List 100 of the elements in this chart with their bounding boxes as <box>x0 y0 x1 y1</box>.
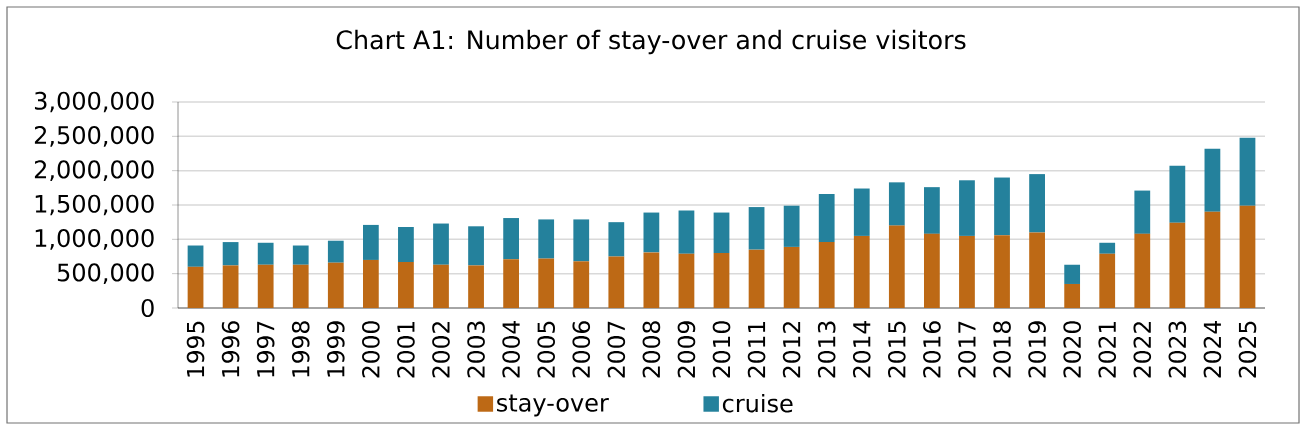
bar <box>713 212 730 254</box>
bar <box>362 259 379 308</box>
bar <box>713 253 730 308</box>
y-tick-label: 3,000,000 <box>34 91 154 113</box>
bar <box>959 235 975 308</box>
bar <box>398 226 414 262</box>
bar <box>433 223 449 265</box>
bar <box>924 233 940 308</box>
bar <box>292 264 309 308</box>
bar <box>503 259 520 308</box>
bar <box>924 187 940 234</box>
x-tick-label: 1996 <box>221 321 240 377</box>
bar <box>994 177 1010 236</box>
bar <box>1099 242 1116 254</box>
bar <box>327 240 344 263</box>
bar <box>678 253 695 308</box>
bar <box>327 262 344 308</box>
x-tick-label: 2008 <box>642 321 661 378</box>
bar <box>222 265 239 308</box>
bar <box>257 242 274 265</box>
x-tick-label: 2021 <box>1098 321 1117 378</box>
y-tick-label: 2,500,000 <box>34 126 154 147</box>
bar <box>222 242 239 266</box>
x-tick-label: 2019 <box>1028 321 1046 378</box>
bar <box>187 266 204 308</box>
bar <box>1064 283 1081 308</box>
x-tick-label: 2010 <box>712 321 731 378</box>
x-tick-label: 2011 <box>747 321 766 378</box>
bar <box>959 180 975 236</box>
y-tick-label: 1,500,000 <box>35 194 154 216</box>
bar <box>1134 233 1151 308</box>
chart-title: Chart A1: Number of stay-over and cruise visitors <box>336 29 966 55</box>
bar <box>292 245 309 265</box>
legend-label: cruise <box>722 393 793 413</box>
bar <box>1204 211 1221 308</box>
bar <box>748 249 765 308</box>
x-tick-label: 1998 <box>291 321 310 377</box>
bar <box>783 205 800 247</box>
bar <box>1099 253 1116 308</box>
bar <box>573 261 590 308</box>
bar <box>468 226 484 266</box>
x-tick-label: 2009 <box>677 321 696 378</box>
x-tick-label: 2013 <box>817 321 836 378</box>
bar <box>748 207 765 250</box>
bar <box>1169 165 1186 223</box>
x-tick-label: 2003 <box>467 321 485 378</box>
bar <box>853 188 870 236</box>
bar <box>538 219 555 259</box>
legend-label: stay-over <box>497 394 609 417</box>
bar <box>643 252 660 308</box>
x-tick-label: 2005 <box>537 321 556 378</box>
bar <box>994 235 1010 308</box>
bar <box>538 258 555 308</box>
bar <box>1204 148 1221 212</box>
bar <box>257 264 274 308</box>
x-tick-label: 2002 <box>432 322 450 378</box>
bar <box>1029 174 1045 233</box>
x-tick-label: 2000 <box>362 321 380 378</box>
x-tick-label: 2018 <box>993 321 1011 378</box>
bar <box>888 225 905 308</box>
x-tick-label: 2007 <box>607 321 626 378</box>
bar <box>573 219 590 262</box>
x-tick-label: 2022 <box>1133 322 1152 378</box>
x-tick-label: 2014 <box>852 321 871 378</box>
bar <box>888 182 905 226</box>
bar <box>608 222 625 257</box>
y-tick-label: 500,000 <box>57 263 154 284</box>
bar <box>468 265 484 308</box>
bar <box>608 256 625 308</box>
x-tick-label: 2006 <box>572 321 591 378</box>
bar <box>818 194 835 243</box>
bar <box>433 264 449 308</box>
bar <box>678 210 695 254</box>
x-tick-label: 2015 <box>888 321 906 378</box>
x-tick-label: 2023 <box>1168 321 1187 378</box>
x-tick-label: 2020 <box>1063 321 1081 378</box>
x-tick-label: 2025 <box>1238 321 1257 378</box>
bar <box>1239 137 1256 206</box>
x-tick-label: 2017 <box>958 321 976 378</box>
y-tick-label: 0 <box>141 298 154 318</box>
bar <box>1239 205 1256 308</box>
x-tick-label: 1995 <box>186 321 205 377</box>
x-tick-label: 2004 <box>502 321 520 378</box>
x-tick-label: 2012 <box>782 322 801 378</box>
bar <box>783 246 800 308</box>
bar <box>1134 190 1151 234</box>
bar <box>1064 264 1081 284</box>
bar <box>398 262 414 308</box>
x-tick-label: 2001 <box>397 321 415 378</box>
x-tick-label: 2016 <box>923 321 941 378</box>
x-tick-label: 2024 <box>1203 321 1222 378</box>
bar <box>818 242 835 308</box>
x-tick-label: 1997 <box>256 321 275 377</box>
x-tick-label: 1999 <box>326 321 345 377</box>
y-tick-label: 1,000,000 <box>35 229 154 250</box>
bar <box>187 245 204 267</box>
bar <box>853 235 870 308</box>
bar <box>362 224 379 260</box>
bar <box>643 212 660 253</box>
bar <box>503 218 520 260</box>
